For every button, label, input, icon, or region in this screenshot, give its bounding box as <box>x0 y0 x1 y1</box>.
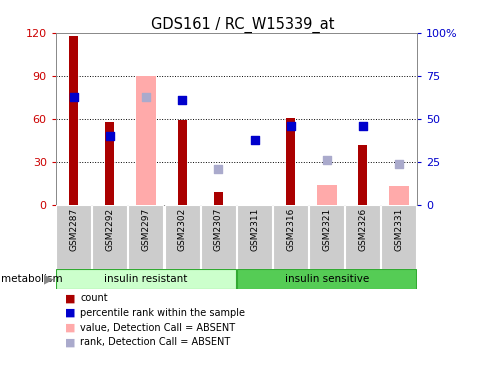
Bar <box>388 186 408 205</box>
Text: GSM2311: GSM2311 <box>249 208 258 251</box>
Bar <box>308 205 344 269</box>
Text: GSM2331: GSM2331 <box>393 208 403 251</box>
Bar <box>92 205 127 269</box>
Bar <box>236 269 416 289</box>
Text: count: count <box>80 293 107 303</box>
Point <box>358 123 366 129</box>
Bar <box>164 205 199 269</box>
Text: ■: ■ <box>65 337 76 347</box>
Text: GSM2326: GSM2326 <box>358 208 367 251</box>
Text: GSM2297: GSM2297 <box>141 208 151 251</box>
Text: metabolism: metabolism <box>1 274 62 284</box>
Bar <box>213 192 223 205</box>
Text: insulin sensitive: insulin sensitive <box>284 274 368 284</box>
Bar <box>272 205 307 269</box>
Point <box>394 161 402 167</box>
Text: GDS161 / RC_W15339_at: GDS161 / RC_W15339_at <box>151 16 333 33</box>
Text: GSM2307: GSM2307 <box>213 208 223 251</box>
Point <box>286 123 294 129</box>
Point <box>214 166 222 172</box>
Text: ▶: ▶ <box>44 273 53 285</box>
Point <box>322 157 330 163</box>
Point <box>70 94 77 100</box>
Text: ■: ■ <box>65 293 76 303</box>
Text: GSM2302: GSM2302 <box>177 208 186 251</box>
Point <box>142 94 150 100</box>
Text: ■: ■ <box>65 308 76 318</box>
Bar <box>136 76 156 205</box>
Text: insulin resistant: insulin resistant <box>104 274 187 284</box>
Text: GSM2292: GSM2292 <box>105 208 114 251</box>
Bar <box>56 269 235 289</box>
Bar <box>200 205 235 269</box>
Bar <box>105 122 114 205</box>
Bar <box>380 205 416 269</box>
Bar <box>345 205 379 269</box>
Point <box>250 137 258 142</box>
Bar <box>358 145 367 205</box>
Bar <box>316 185 336 205</box>
Text: GSM2321: GSM2321 <box>321 208 331 251</box>
Bar <box>177 120 186 205</box>
Text: ■: ■ <box>65 322 76 333</box>
Text: GSM2287: GSM2287 <box>69 208 78 251</box>
Bar <box>236 205 272 269</box>
Text: GSM2316: GSM2316 <box>286 208 295 251</box>
Point <box>106 133 114 139</box>
Bar <box>286 117 295 205</box>
Point <box>178 97 186 103</box>
Text: rank, Detection Call = ABSENT: rank, Detection Call = ABSENT <box>80 337 230 347</box>
Text: value, Detection Call = ABSENT: value, Detection Call = ABSENT <box>80 322 235 333</box>
Bar <box>56 205 91 269</box>
Bar <box>128 205 163 269</box>
Bar <box>69 36 78 205</box>
Text: percentile rank within the sample: percentile rank within the sample <box>80 308 244 318</box>
